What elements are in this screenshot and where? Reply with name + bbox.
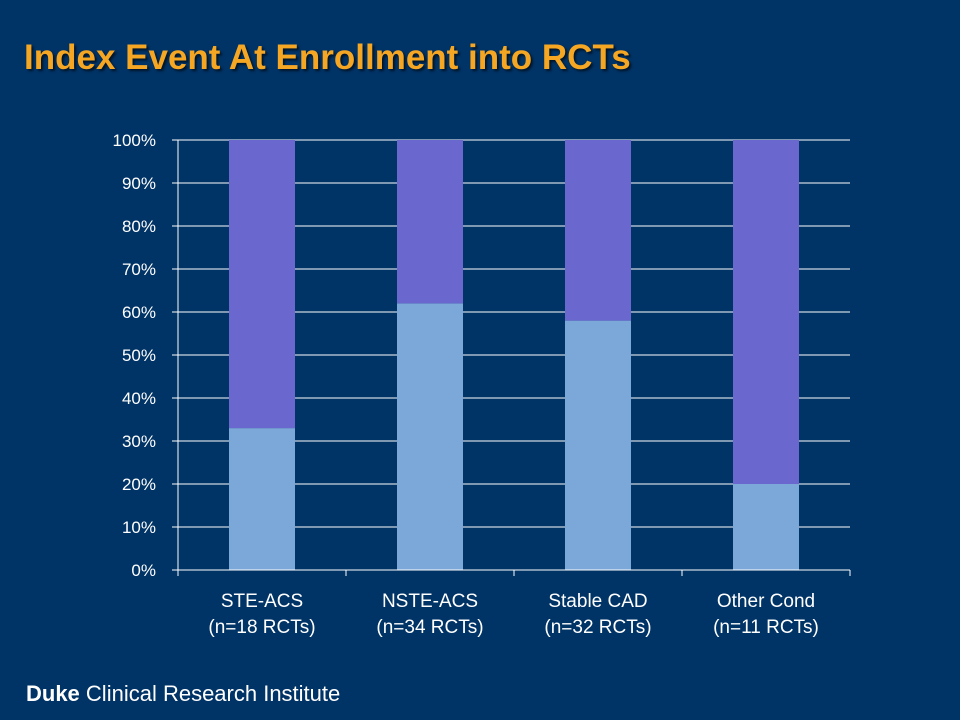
x-tick-label: STE-ACS [221, 591, 303, 612]
y-tick-label: 70% [122, 260, 156, 279]
y-tick-label: 20% [122, 475, 156, 494]
footer-brand: Duke [26, 681, 80, 706]
y-tick-label: 90% [122, 174, 156, 193]
y-tick-label: 10% [122, 518, 156, 537]
bar-segment-upper [397, 140, 463, 304]
x-tick-label: Other Cond [717, 591, 815, 612]
y-tick-label: 100% [113, 131, 156, 150]
bar-segment-upper [565, 140, 631, 321]
footer-logo-text: Duke Clinical Research Institute [26, 681, 340, 707]
y-tick-label: 60% [122, 303, 156, 322]
bar-segment-upper [733, 140, 799, 484]
y-tick-label: 40% [122, 389, 156, 408]
slide-title: Index Event At Enrollment into RCTs [24, 38, 631, 77]
x-tick-label: NSTE-ACS [382, 591, 478, 612]
y-tick-labels: 0% 10% 20% 30% 40% 50% 60% 70% 80% 90% 100% [113, 131, 156, 580]
y-tick-label: 50% [122, 346, 156, 365]
x-tick-label: (n=34 RCTs) [376, 617, 483, 638]
x-tick-label: (n=32 RCTs) [544, 617, 651, 638]
bar-segment-lower [397, 303, 463, 570]
bars [229, 140, 799, 570]
x-tick-label: (n=11 RCTs) [713, 617, 819, 638]
bar-segment-lower [565, 320, 631, 570]
y-tick-label: 0% [131, 561, 156, 580]
y-tick-label: 30% [122, 432, 156, 451]
x-tick-labels: STE-ACS (n=18 RCTs) NSTE-ACS (n=34 RCTs) Sta… [208, 591, 818, 638]
bar-segment-lower [733, 484, 799, 570]
y-tick-label: 80% [122, 217, 156, 236]
x-tick-label: (n=18 RCTs) [208, 617, 315, 638]
footer-institute: Clinical Research Institute [85, 681, 341, 706]
bar-segment-upper [229, 140, 295, 429]
x-tick-label: Stable CAD [548, 591, 647, 612]
bar-segment-lower [229, 428, 295, 570]
axes [172, 139, 851, 576]
